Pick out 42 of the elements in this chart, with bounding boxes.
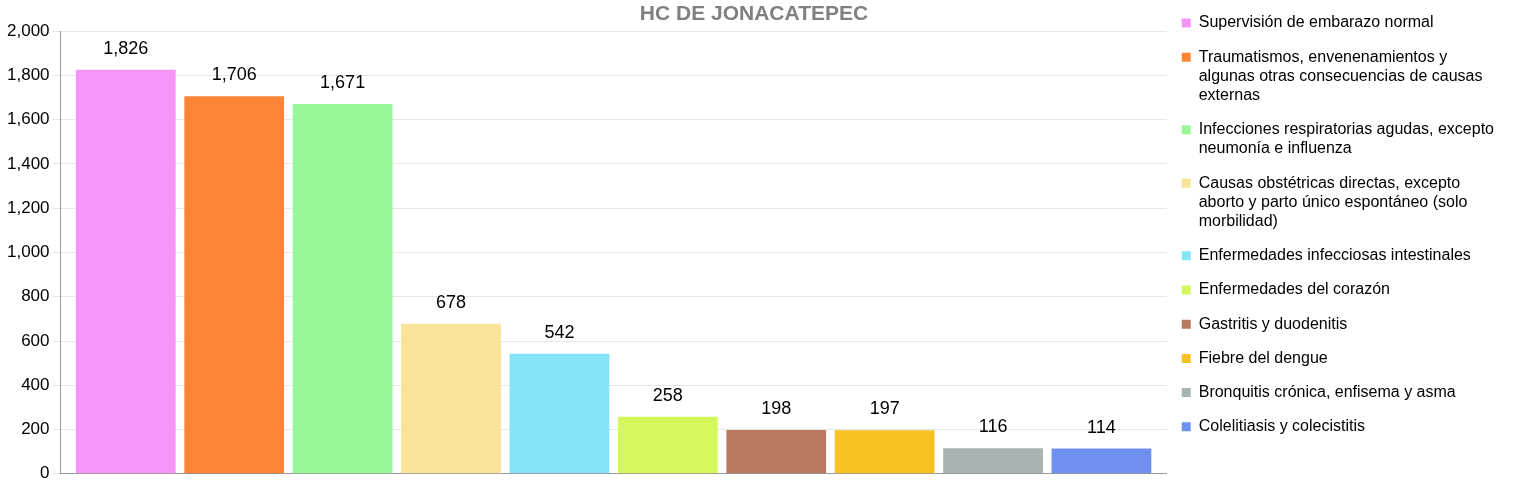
bar (75, 69, 176, 474)
data-label: 542 (544, 321, 575, 342)
legend-label: Bronquitis crónica, enfisema y asma (1198, 383, 1456, 401)
y-tick-label: 600 (21, 330, 50, 350)
legend-label: Infecciones respiratorias agudas, excepto neumonía e influenza (1198, 120, 1495, 157)
y-tick-label: 1,400 (6, 153, 50, 173)
legend-label: Fiebre del dengue (1198, 348, 1328, 366)
legend-label: Causas obstétricas directas, excepto aborto y parto único espontáneo (solo morbilidad) (1198, 173, 1468, 230)
bar (401, 323, 501, 474)
bar (1051, 448, 1152, 474)
data-label: 198 (761, 397, 792, 418)
y-tick-label: 1,600 (6, 109, 50, 129)
bar (943, 448, 1043, 474)
bar (726, 429, 827, 474)
bar (834, 430, 935, 474)
data-label: 1,671 (320, 71, 366, 92)
data-label: 1,706 (211, 64, 257, 85)
y-tick-label: 400 (21, 374, 50, 394)
data-label: 678 (436, 291, 467, 312)
bar (292, 104, 393, 474)
y-tick-label: 800 (21, 286, 50, 306)
y-tick-label: 1,000 (6, 242, 50, 262)
legend-label: Supervisión de embarazo normal (1198, 13, 1434, 31)
y-tick-label: 2,000 (6, 20, 50, 40)
bar (509, 353, 610, 474)
bar (617, 416, 718, 474)
legend-label: Gastritis y duodenitis (1198, 314, 1348, 332)
data-label: 114 (1087, 416, 1116, 437)
y-tick-label: 0 (40, 463, 50, 483)
y-tick-label: 200 (21, 419, 50, 439)
data-label: 197 (869, 398, 900, 419)
legend-label: Colelitiasis y colecistitis (1198, 417, 1365, 435)
y-tick-label: 1,800 (6, 65, 50, 85)
data-label: 116 (978, 416, 1008, 437)
y-tick-label: 1,200 (6, 197, 50, 217)
data-label: 1,826 (103, 37, 149, 58)
chart-title: HC DE JONACATEPEC (639, 1, 869, 25)
legend-label: Enfermedades del corazón (1198, 280, 1390, 298)
bar (184, 96, 285, 474)
legend-label: Traumatismos, envenenamientos y algunas otras consecuencias de causas externas (1198, 47, 1483, 104)
data-label: 258 (652, 384, 683, 405)
legend-label: Enfermedades infecciosas intestinales (1198, 246, 1471, 264)
